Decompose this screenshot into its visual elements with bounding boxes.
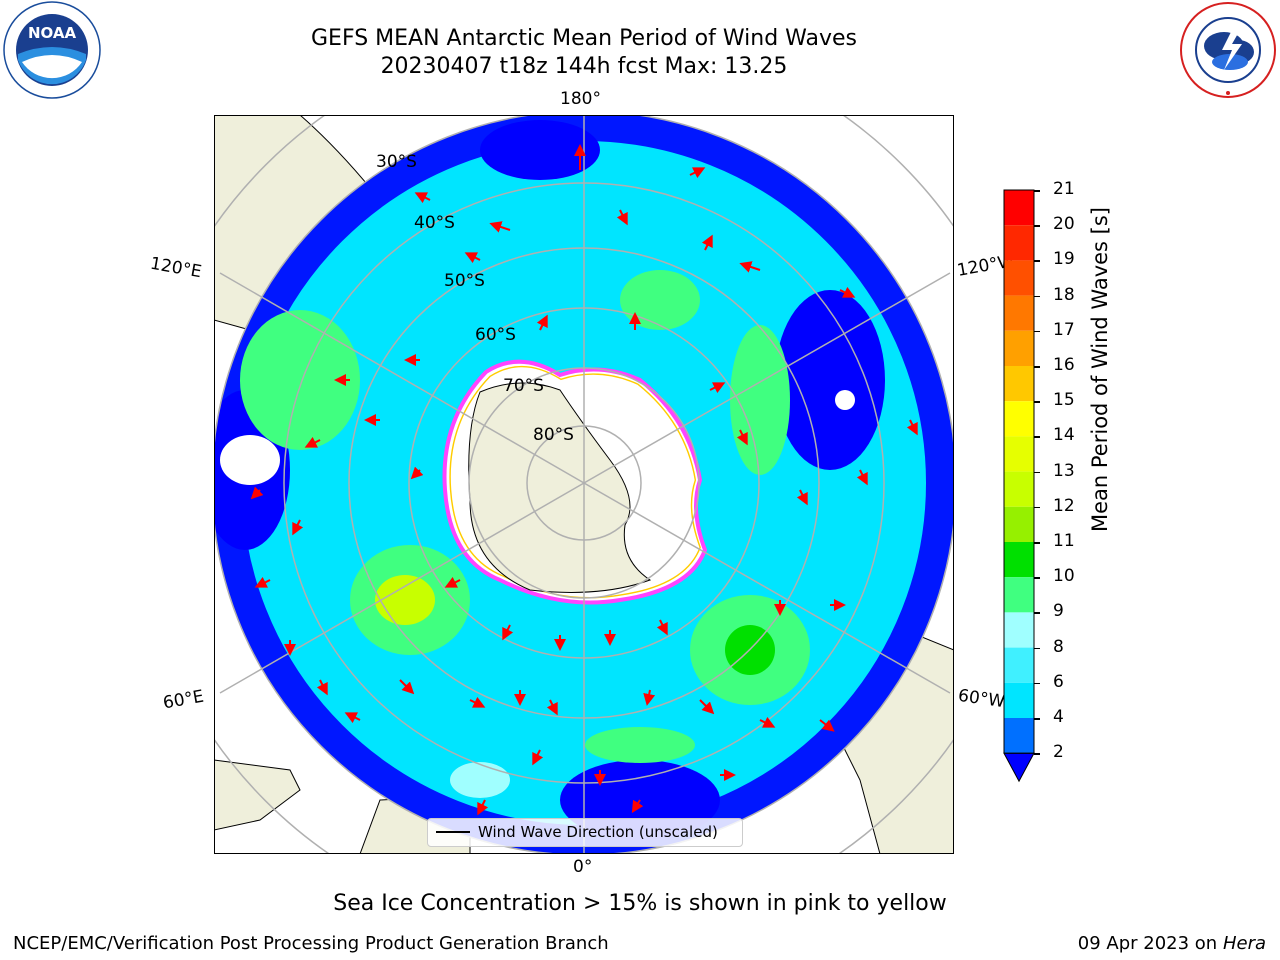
- svg-text:NOAA: NOAA: [28, 24, 77, 42]
- lat-label-50s: 50°S: [444, 271, 485, 291]
- sea-ice-note: Sea Ice Concentration > 15% is shown in …: [333, 891, 947, 916]
- colorbar-tick-mark: [1034, 260, 1040, 262]
- lon-label-0: 0°: [573, 857, 593, 877]
- colorbar-tick-mark: [1034, 295, 1040, 298]
- colorbar-segment: [1004, 718, 1034, 754]
- colorbar-tick-label: 2: [1053, 742, 1064, 763]
- colorbar-tick-label: 8: [1053, 636, 1064, 657]
- colorbar-tick-label: 6: [1053, 671, 1064, 692]
- colorbar-segment: [1004, 436, 1034, 472]
- colorbar-segment: [1004, 542, 1034, 578]
- colorbar-tick-label: 9: [1053, 601, 1064, 622]
- colorbar-tick-label: 16: [1053, 355, 1075, 375]
- lon-label-120e: 120°E: [148, 253, 204, 283]
- colorbar-segment: [1004, 612, 1034, 648]
- chart-title: GEFS MEAN Antarctic Mean Period of Wind …: [311, 26, 857, 51]
- colorbar-tick-mark: [1034, 506, 1040, 509]
- colorbar-segment: [1004, 330, 1034, 366]
- colorbar-segment: [1004, 401, 1034, 437]
- colorbar-tick-mark: [1034, 577, 1040, 579]
- colorbar-segment: [1004, 647, 1034, 683]
- colorbar-extend-arrow: [1003, 752, 1035, 783]
- colorbar-segment: [1004, 260, 1034, 296]
- colorbar-segment: [1004, 190, 1034, 226]
- colorbar-tick-mark: [1034, 401, 1040, 403]
- lon-label-60e: 60°E: [161, 686, 206, 714]
- colorbar-tick-mark: [1034, 436, 1040, 438]
- colorbar-tick-label: 20: [1053, 214, 1075, 235]
- machine-name: Hera: [1222, 933, 1266, 954]
- colorbar-tick-label: 19: [1053, 249, 1075, 270]
- colorbar-segment: [1004, 682, 1034, 718]
- lat-label-30s: 30°S: [376, 152, 417, 172]
- colorbar-segment: [1004, 225, 1034, 261]
- lat-label-80s: 80°S: [533, 425, 574, 445]
- colorbar-tick-mark: [1034, 471, 1040, 474]
- legend-line-icon: [436, 831, 470, 833]
- map-legend: Wind Wave Direction (unscaled): [427, 818, 743, 847]
- lat-label-60s: 60°S: [475, 325, 516, 345]
- colorbar-segment: [1004, 295, 1034, 331]
- colorbar-tick-mark: [1034, 718, 1040, 720]
- colorbar-tick-mark: [1034, 366, 1040, 368]
- colorbar-tick-label: 15: [1053, 390, 1075, 411]
- colorbar-tick-label: 14: [1053, 425, 1075, 446]
- colorbar-tick-label: 21: [1053, 179, 1075, 199]
- colorbar-segment: [1004, 366, 1034, 402]
- chart-subtitle: 20230407 t18z 144h fcst Max: 13.25: [380, 54, 788, 79]
- lon-label-60w: 60°W: [956, 685, 1007, 713]
- run-date-text: 09 Apr 2023 on: [1077, 933, 1223, 954]
- colorbar-tick-mark: [1034, 682, 1040, 685]
- producer-credit: NCEP/EMC/Verification Post Processing Pr…: [13, 933, 609, 954]
- colorbar-tick-label: 18: [1053, 284, 1075, 305]
- colorbar-tick-label: 11: [1053, 531, 1075, 551]
- colorbar-label: Mean Period of Wind Waves [s]: [1088, 207, 1112, 532]
- colorbar-segment: [1004, 506, 1034, 542]
- colorbar-tick-label: 4: [1053, 707, 1064, 727]
- colorbar-tick-mark: [1034, 753, 1040, 755]
- legend-label: Wind Wave Direction (unscaled): [478, 823, 718, 841]
- colorbar-tick-mark: [1034, 542, 1040, 544]
- lon-label-180: 180°: [560, 89, 601, 109]
- colorbar-segment: [1004, 577, 1034, 613]
- colorbar-tick-label: 13: [1053, 460, 1075, 481]
- colorbar-tick-mark: [1034, 225, 1040, 227]
- colorbar-tick-mark: [1034, 190, 1040, 192]
- noaa-logo: NOAA: [2, 0, 102, 100]
- colorbar-segment: [1004, 471, 1034, 507]
- colorbar-tick-mark: [1034, 647, 1040, 650]
- nws-logo: [1178, 0, 1278, 100]
- colorbar: [1000, 186, 1040, 786]
- run-date: 09 Apr 2023 on Hera: [1078, 933, 1266, 954]
- polar-map: [213, 114, 955, 855]
- lat-label-70s: 70°S: [503, 376, 544, 396]
- colorbar-tick-mark: [1034, 612, 1040, 614]
- colorbar-tick-label: 17: [1053, 319, 1075, 340]
- colorbar-tick-mark: [1034, 330, 1040, 333]
- colorbar-tick-label: 10: [1053, 566, 1075, 587]
- colorbar-tick-label: 12: [1053, 495, 1075, 516]
- lat-label-40s: 40°S: [414, 213, 455, 233]
